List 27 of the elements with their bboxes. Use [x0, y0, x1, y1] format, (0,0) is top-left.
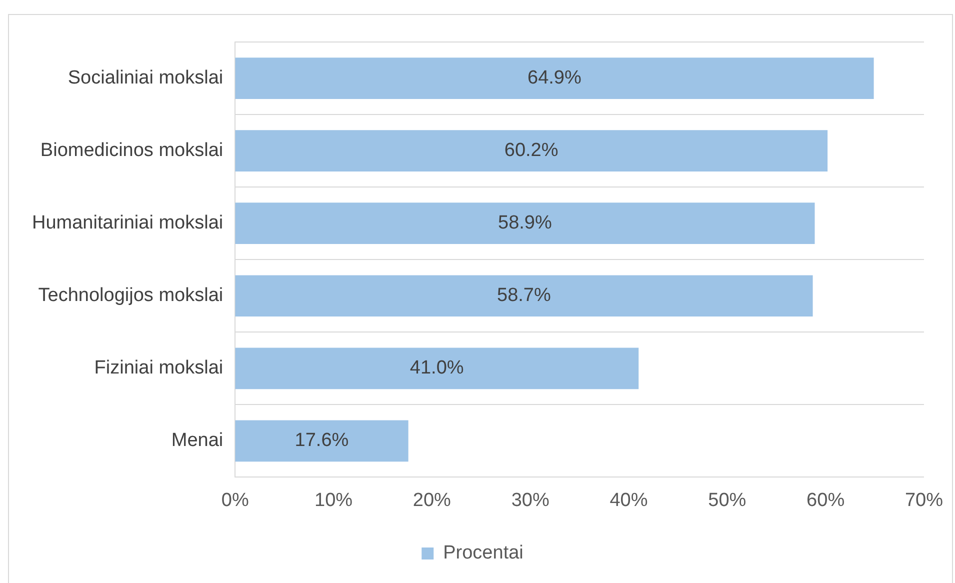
x-tick-label: 40%	[610, 490, 648, 511]
data-label: 58.7%	[497, 285, 551, 306]
bar	[235, 275, 813, 317]
data-label: 41.0%	[410, 358, 464, 379]
x-tick-label: 30%	[511, 490, 550, 511]
data-label: 58.9%	[498, 212, 552, 234]
data-label: 64.9%	[528, 68, 582, 88]
x-tick-label: 70%	[904, 490, 944, 511]
legend-label: Procentai	[443, 542, 524, 564]
y-tick-label: Technologijos mokslai	[38, 285, 224, 306]
x-tick-label: 0%	[221, 490, 249, 511]
data-label: 17.6%	[294, 430, 349, 452]
x-tick-label: 60%	[806, 490, 845, 511]
y-tick-label: Humanitariniai mokslai	[32, 212, 224, 234]
bar	[235, 130, 828, 172]
x-tick-label: 10%	[314, 490, 353, 511]
y-tick-label: Fiziniai mokslai	[94, 358, 224, 379]
x-tick-label: 20%	[412, 490, 452, 511]
bar	[235, 348, 639, 390]
x-tick-label: 50%	[708, 490, 746, 511]
data-label: 60.2%	[504, 140, 558, 162]
bar	[235, 420, 408, 462]
y-tick-label: Biomedicinos mokslai	[40, 140, 224, 162]
bar	[235, 58, 874, 99]
bar	[235, 202, 815, 244]
y-tick-label: Menai	[171, 430, 224, 452]
y-tick-label: Socialiniai mokslai	[68, 68, 224, 88]
